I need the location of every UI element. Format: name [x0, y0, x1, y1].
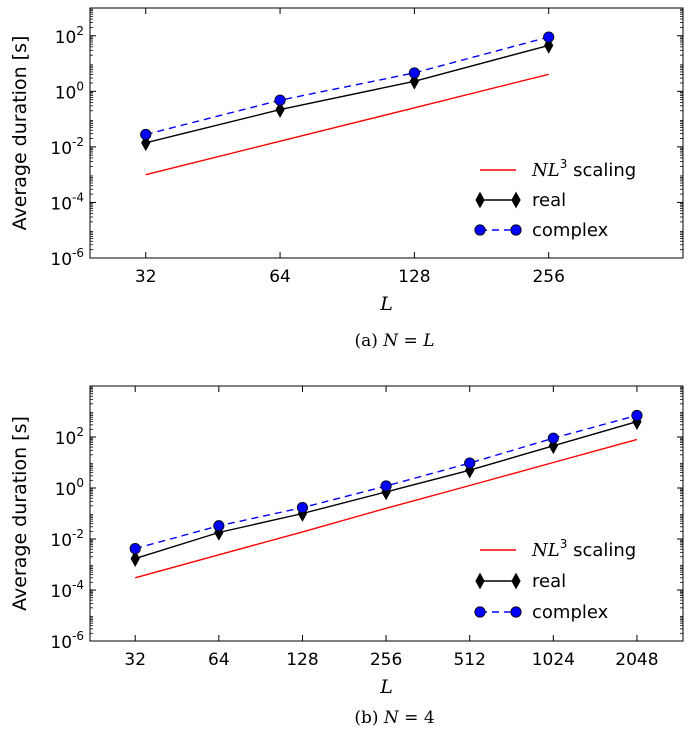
data-point [380, 480, 392, 492]
data-point [275, 101, 285, 118]
x-tick-label: 256 [532, 267, 564, 287]
plot-frame [89, 385, 684, 642]
figure-caption: (b) N = 4 [354, 708, 434, 728]
x-tick-label: 64 [269, 267, 291, 287]
x-axis-label: L [379, 676, 393, 698]
legend-marker [474, 606, 486, 618]
data-point [140, 128, 152, 141]
data-point [129, 543, 141, 555]
x-tick-label: 256 [370, 650, 402, 670]
series-line-complex [145, 36, 549, 136]
chart-a: 10-6 10-4 10-2 100 102 32 64 128 256 NL3 scaling r… [9, 7, 684, 351]
legend-label: real [532, 571, 566, 592]
figure-a: 10-6 10-4 10-2 100 102 32 64 128 256 NL3 scaling r… [0, 0, 697, 360]
y-axis-label: Average duration [s] [9, 36, 31, 231]
legend-marker [474, 224, 486, 236]
x-tick-label: 32 [124, 650, 146, 670]
plot-frame [89, 7, 684, 259]
x-tick-label: 512 [453, 650, 485, 670]
data-point [274, 94, 286, 106]
data-point [408, 67, 420, 79]
legend-marker [510, 224, 522, 236]
x-axis-label: L [379, 293, 393, 315]
data-point [296, 502, 309, 514]
legend-marker [475, 191, 485, 209]
x-tick-label: 2048 [615, 650, 658, 670]
x-tick-label: 64 [208, 650, 230, 670]
data-point [543, 31, 555, 43]
legend-label: NL3 scaling [531, 537, 636, 561]
data-point [130, 550, 140, 567]
legend-label: NL3 scaling [531, 157, 636, 181]
y-tick-label: 102 [55, 425, 84, 449]
x-tick-label: 128 [398, 267, 430, 287]
y-tick-label: 10-4 [50, 190, 84, 214]
legend-label: complex [532, 602, 609, 623]
y-axis-label: Average duration [s] [9, 416, 31, 611]
y-tick-label: 10-2 [50, 135, 84, 159]
x-tick-label: 32 [135, 267, 157, 287]
legend-label: complex [532, 220, 609, 241]
y-tick-label: 10-6 [50, 246, 84, 270]
series-line-real [145, 44, 549, 144]
y-tick-label: 10-2 [50, 527, 84, 551]
data-point [213, 520, 225, 532]
data-point [464, 457, 476, 469]
legend-marker [511, 572, 521, 590]
series-line-nlscaling [145, 73, 549, 176]
y-tick-label: 102 [55, 24, 84, 48]
figure-b: 10-6 10-4 10-2 100 102 32 64 128 256 512 1024 2048 N… [0, 365, 697, 731]
y-tick-label: 10-6 [50, 629, 84, 653]
legend-marker [475, 572, 485, 590]
y-tick-label: 10-4 [50, 578, 84, 602]
x-tick-label: 1024 [532, 650, 575, 670]
data-point [631, 409, 643, 422]
y-tick-label: 100 [55, 476, 84, 500]
figure-caption: (a) N = L [354, 331, 434, 351]
chart-b: 10-6 10-4 10-2 100 102 32 64 128 256 512 1024 2048 N… [9, 385, 684, 728]
legend-label: real [532, 190, 566, 211]
legend-marker [510, 606, 522, 618]
x-tick-label: 128 [286, 650, 318, 670]
data-point [547, 432, 559, 444]
series-line-nlscaling [135, 438, 638, 579]
legend-marker [511, 191, 521, 209]
y-tick-label: 100 [55, 79, 84, 103]
